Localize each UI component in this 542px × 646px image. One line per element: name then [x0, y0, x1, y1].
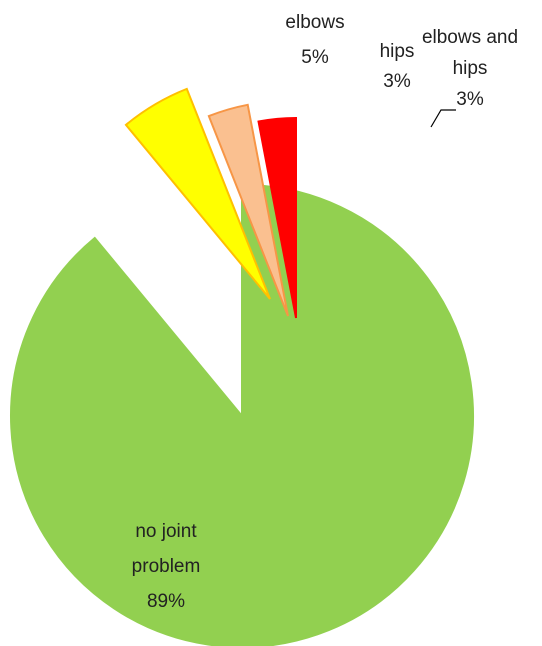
data-label-line: hips: [380, 41, 415, 62]
data-label-line: 3%: [383, 71, 411, 92]
data-label-line: problem: [132, 556, 201, 577]
data-label-hips: hips 3%: [380, 41, 415, 92]
data-label-line: no joint: [135, 521, 197, 542]
data-label-line: 89%: [147, 591, 185, 612]
label-leader-line: [431, 110, 456, 127]
data-label-line: hips: [453, 58, 488, 79]
data-label-line: elbows: [285, 12, 344, 33]
data-label-elbows: elbows 5%: [285, 12, 344, 68]
data-label-elbows-and-hips: elbows and hips 3%: [422, 27, 518, 110]
data-label-line: 3%: [456, 89, 484, 110]
data-label-line: 5%: [301, 47, 329, 68]
data-label-line: elbows and: [422, 27, 518, 48]
